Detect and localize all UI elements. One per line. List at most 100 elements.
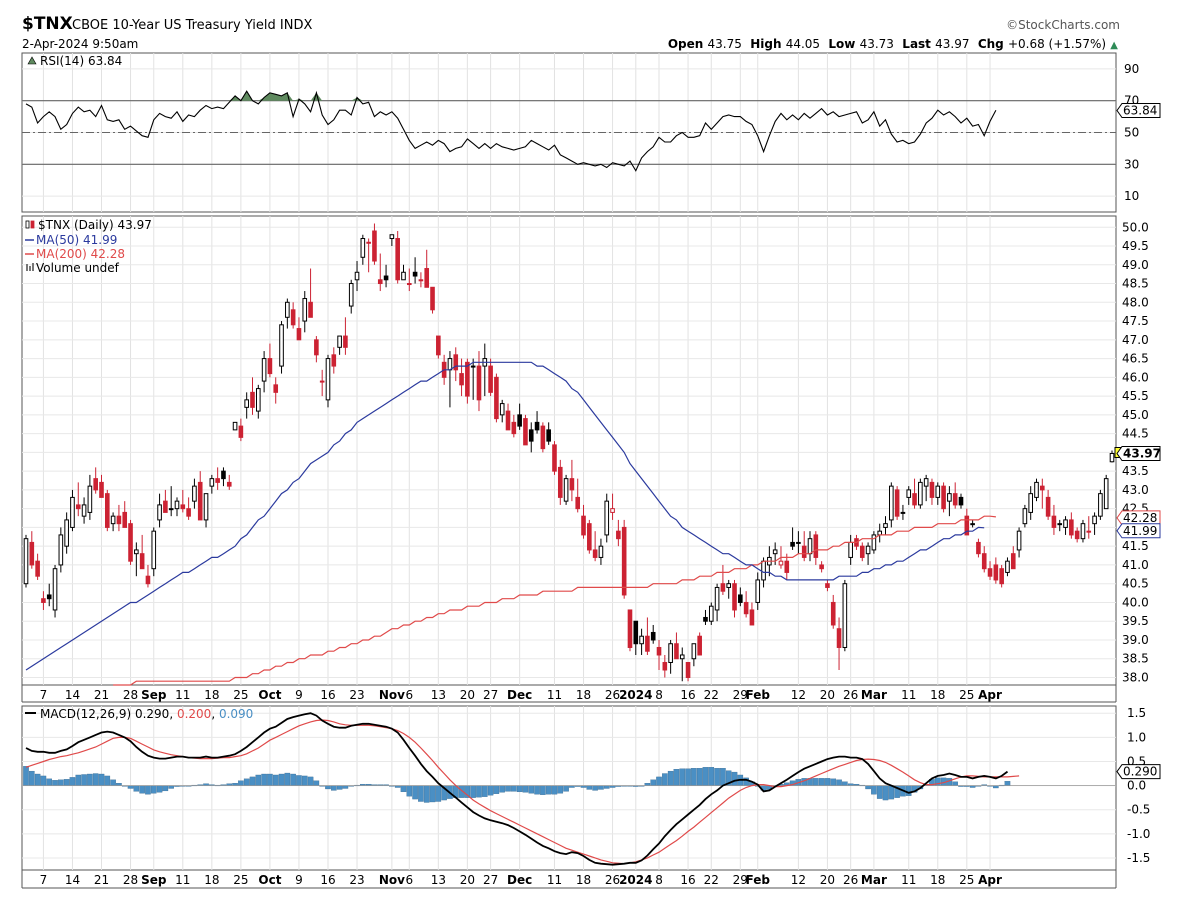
date-tick-label: 16 [320,688,335,702]
macd-histogram-bar [331,785,337,791]
date-tick-label: 18 [930,688,945,702]
macd-histogram-bar [592,785,598,791]
candle-body [203,493,209,521]
date-tick-label: Nov [379,873,405,887]
date-tick-label: Apr [978,873,1002,887]
low-label: Low [828,37,856,51]
change-label: Chg [977,37,1004,51]
candle-body [621,526,627,596]
candle-body [604,500,610,536]
candle-body [226,481,232,487]
macd-tick-label: 1.0 [1127,730,1146,744]
candle-body [157,504,162,521]
candle-body [825,583,830,588]
date-tick-label: 16 [680,688,695,702]
candle-body [447,358,453,371]
macd-histogram-bar [551,785,558,795]
candle-body [168,508,174,511]
rsi-tick-label: 90 [1124,62,1139,76]
macd-legend-hist: 0.090 [219,707,253,721]
candle-body [1040,485,1045,491]
candle-body [633,620,639,645]
date-tick-label: 18 [204,688,219,702]
macd-histogram-bar [75,774,82,786]
candle-body [941,485,946,510]
candle-body [163,500,168,513]
candle-body [610,508,615,513]
date-tick-label: 14 [65,873,80,887]
change-value: +0.68 (+1.57%) [1007,37,1107,51]
candle-body [883,523,888,528]
macd-histogram-bar [336,785,343,790]
macd-histogram-bar [58,779,64,786]
candle-body [900,511,906,514]
candle-body [668,643,673,663]
candle-body [906,489,912,498]
date-tick-label: 8 [655,873,663,887]
macd-histogram-bar [23,766,29,786]
candle-body [296,328,302,341]
macd-histogram-bar [1004,781,1011,786]
date-tick-label: 16 [320,873,335,887]
price-tick-label: 38.0 [1122,670,1149,684]
candle-body [29,541,35,566]
macd-histogram-bar [46,778,52,786]
date-tick-label: 26 [843,688,858,702]
candle-body [790,541,795,547]
candle-body [848,541,853,558]
price-tick-label: 39.0 [1122,633,1149,647]
candle-body [418,279,424,282]
date-tick-label: 2024 [619,873,652,887]
price-tick-label: 44.5 [1122,427,1149,441]
candle-body [134,549,139,555]
macd-histogram-bar [168,785,174,789]
macd-histogram-bar [505,785,511,792]
macd-histogram-bar [691,768,697,786]
candle-body [494,376,499,420]
volume-legend-icon [29,266,31,271]
candle-body [639,635,644,645]
date-tick-label: 11 [901,873,916,887]
date-tick-label: 27 [483,873,498,887]
date-tick-label: 11 [175,688,190,702]
macd-histogram-bar [296,775,302,786]
high-label: High [750,37,782,51]
candle-body [372,230,377,262]
macd-histogram-bar [127,785,134,789]
candle-body [801,545,807,558]
macd-histogram-bar [516,785,523,793]
date-tick-label: Nov [379,688,405,702]
candle-body [488,365,493,393]
macd-histogram-bar [52,780,58,786]
candle-body [389,234,395,240]
candle-body [325,358,331,401]
macd-legend-sep: , [169,707,177,721]
candle-body [354,271,360,281]
date-tick-label: Dec [507,873,532,887]
macd-histogram-bar [238,780,244,786]
date-tick-label: 18 [576,688,591,702]
candle-body [1074,530,1080,540]
candle-body [889,485,894,521]
candle-body [581,515,586,536]
candle-body [1034,481,1039,498]
macd-histogram-bar [261,773,267,786]
candle-body [290,309,296,326]
macd-histogram-bar [162,785,169,792]
brand-logo[interactable]: ©StockCharts.com [1006,18,1120,32]
candle-body [859,545,865,558]
ma50-value-tag: 41.99 [1116,523,1161,539]
candle-body [970,523,975,526]
candle-body [703,616,708,622]
candle-body [99,481,104,498]
macd-histogram-bar [876,785,883,799]
macd-histogram-bar [952,781,958,786]
rsi-overbought-fill [26,91,1112,101]
candle-body [348,283,354,307]
date-tick-label: Sep [141,688,167,702]
macd-histogram-bar [145,785,151,795]
candle-body [41,598,46,603]
rsi-panel [22,90,1116,172]
candle-body [215,478,220,483]
